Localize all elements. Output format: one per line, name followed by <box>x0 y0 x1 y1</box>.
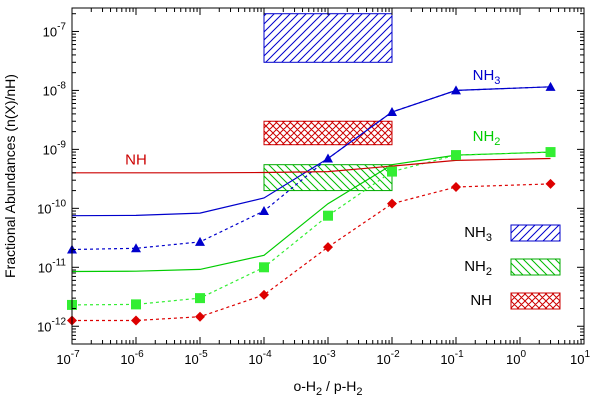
axes: 10-7 10-6 10-5 10-4 10-3 10-2 10-1 100 101 10-12 1… <box>37 7 590 367</box>
curve-label-nh2: NH2 <box>473 128 501 148</box>
marker-nh <box>259 289 269 300</box>
series-line-nh3-dashed <box>72 86 551 251</box>
marker-nh <box>323 242 333 253</box>
marker-nh <box>387 198 397 209</box>
y-tick-label: 10-8 <box>43 80 67 98</box>
legend-swatch-nh3 <box>510 224 561 242</box>
x-tick-label: 10-7 <box>56 349 80 367</box>
x-tick-label: 100 <box>506 349 526 367</box>
legend-swatch-nh <box>510 292 561 310</box>
curve-label-nh3: NH3 <box>473 67 501 87</box>
series-line-nh-dashed <box>72 183 551 322</box>
marker-nh2 <box>387 166 397 177</box>
series-line-nh3-solid <box>72 86 551 217</box>
x-tick-label: 10-6 <box>120 349 144 367</box>
observed-range-nh3 <box>263 13 393 63</box>
marker-nh3 <box>195 236 205 246</box>
x-tick-label: 10-2 <box>376 349 400 367</box>
marker-nh <box>545 178 556 189</box>
legend-label-nh3: NH3 <box>464 224 492 244</box>
observed-range-nh <box>263 120 393 146</box>
series-line-nh2-dashed <box>72 151 551 306</box>
marker-nh3 <box>387 107 397 117</box>
x-tick-label: 101 <box>570 349 590 367</box>
series-layer <box>72 86 551 322</box>
marker-nh2 <box>451 150 461 161</box>
y-tick-label: 10-10 <box>37 198 66 216</box>
x-tick-label: 10-3 <box>312 349 336 367</box>
legend-label-nh: NH <box>470 292 492 309</box>
y-axis-title: Fractional Abundances (n(X)/nH) <box>2 74 18 278</box>
series-line-nh2-solid <box>72 151 551 273</box>
marker-nh3 <box>131 243 141 253</box>
marker-nh <box>131 315 141 326</box>
marker-nh2 <box>545 147 556 158</box>
legend-swatch-nh2 <box>510 258 561 276</box>
series-line-nh-solid <box>72 157 551 174</box>
y-tick-label: 10-11 <box>38 257 67 275</box>
y-tick-label: 10-7 <box>43 21 67 39</box>
marker-nh3 <box>545 81 556 91</box>
marker-nh <box>451 182 461 193</box>
x-axis-title: o-H2 / p-H2 <box>293 378 362 398</box>
marker-nh2 <box>195 293 205 304</box>
marker-nh3 <box>323 153 333 163</box>
x-tick-label: 10-4 <box>248 349 272 367</box>
legend: NH3 NH2 NH <box>464 224 561 310</box>
x-tick-label: 10-1 <box>440 349 464 367</box>
observed-ranges <box>263 13 393 192</box>
marker-nh2 <box>259 262 269 273</box>
marker-nh2 <box>131 299 141 310</box>
legend-label-nh2: NH2 <box>464 258 492 278</box>
curve-label-nh: NH <box>125 152 147 169</box>
markers-layer <box>67 81 556 326</box>
curve-labels: NH3 NH2 NH <box>125 67 500 169</box>
y-tick-label: 10-12 <box>37 316 66 334</box>
y-tick-label: 10-9 <box>43 139 67 157</box>
x-tick-label: 10-5 <box>184 349 208 367</box>
marker-nh <box>195 311 205 322</box>
marker-nh3 <box>259 206 269 216</box>
marker-nh2 <box>323 210 333 221</box>
marker-nh3 <box>451 85 461 95</box>
